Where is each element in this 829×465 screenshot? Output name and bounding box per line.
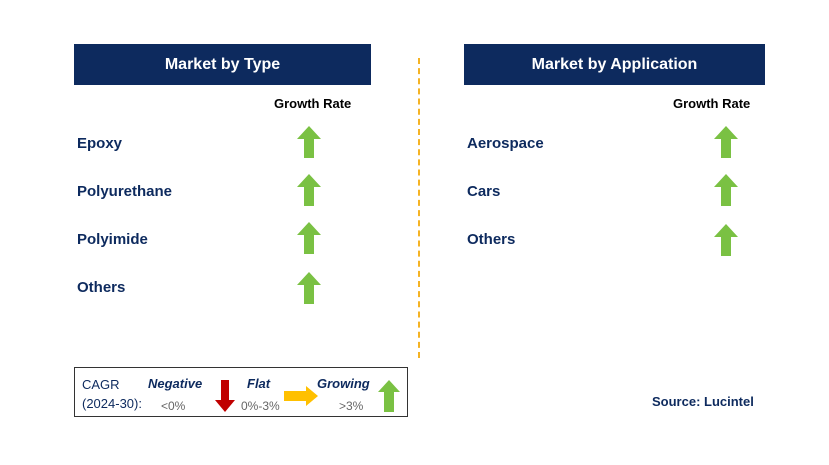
legend-flat-label: Flat — [247, 376, 271, 391]
right-growth-rate-label: Growth Rate — [673, 96, 751, 111]
type-others-label: Others — [77, 279, 126, 296]
up-arrow-icon — [714, 126, 738, 158]
legend-cagr-label: CAGR — [82, 377, 120, 392]
application-cars-label: Cars — [467, 183, 501, 200]
up-arrow-icon — [297, 174, 321, 206]
application-aerospace-label: Aerospace — [467, 135, 544, 152]
source-label: Source: Lucintel — [652, 394, 754, 409]
cagr-legend: CAGR (2024-30): Negative <0% Flat 0%-3% … — [74, 367, 408, 417]
market-by-type-header: Market by Type — [74, 44, 371, 85]
up-arrow-icon — [297, 222, 321, 254]
legend-growing-label: Growing — [317, 376, 370, 391]
right-arrow-icon — [284, 386, 318, 406]
legend-negative-range: <0% — [161, 399, 186, 413]
down-arrow-icon — [215, 380, 235, 412]
left-growth-rate-label: Growth Rate — [274, 96, 352, 111]
type-polyimide-label: Polyimide — [77, 231, 148, 248]
market-by-application-header: Market by Application — [464, 44, 765, 85]
up-arrow-icon — [714, 174, 738, 206]
market-by-type-title: Market by Type — [164, 55, 281, 73]
up-arrow-icon — [714, 224, 738, 256]
market-by-application-title: Market by Application — [531, 55, 698, 73]
up-arrow-icon — [297, 126, 321, 158]
legend-period-label: (2024-30): — [82, 396, 142, 411]
up-arrow-icon — [297, 272, 321, 304]
type-epoxy-label: Epoxy — [77, 135, 123, 152]
panel-divider — [418, 58, 420, 358]
application-others-label: Others — [467, 231, 516, 248]
legend-growing-range: >3% — [339, 399, 364, 413]
up-arrow-icon — [378, 380, 400, 412]
legend-flat-range: 0%-3% — [241, 399, 280, 413]
type-polyurethane-label: Polyurethane — [77, 183, 173, 200]
legend-negative-label: Negative — [148, 376, 203, 391]
